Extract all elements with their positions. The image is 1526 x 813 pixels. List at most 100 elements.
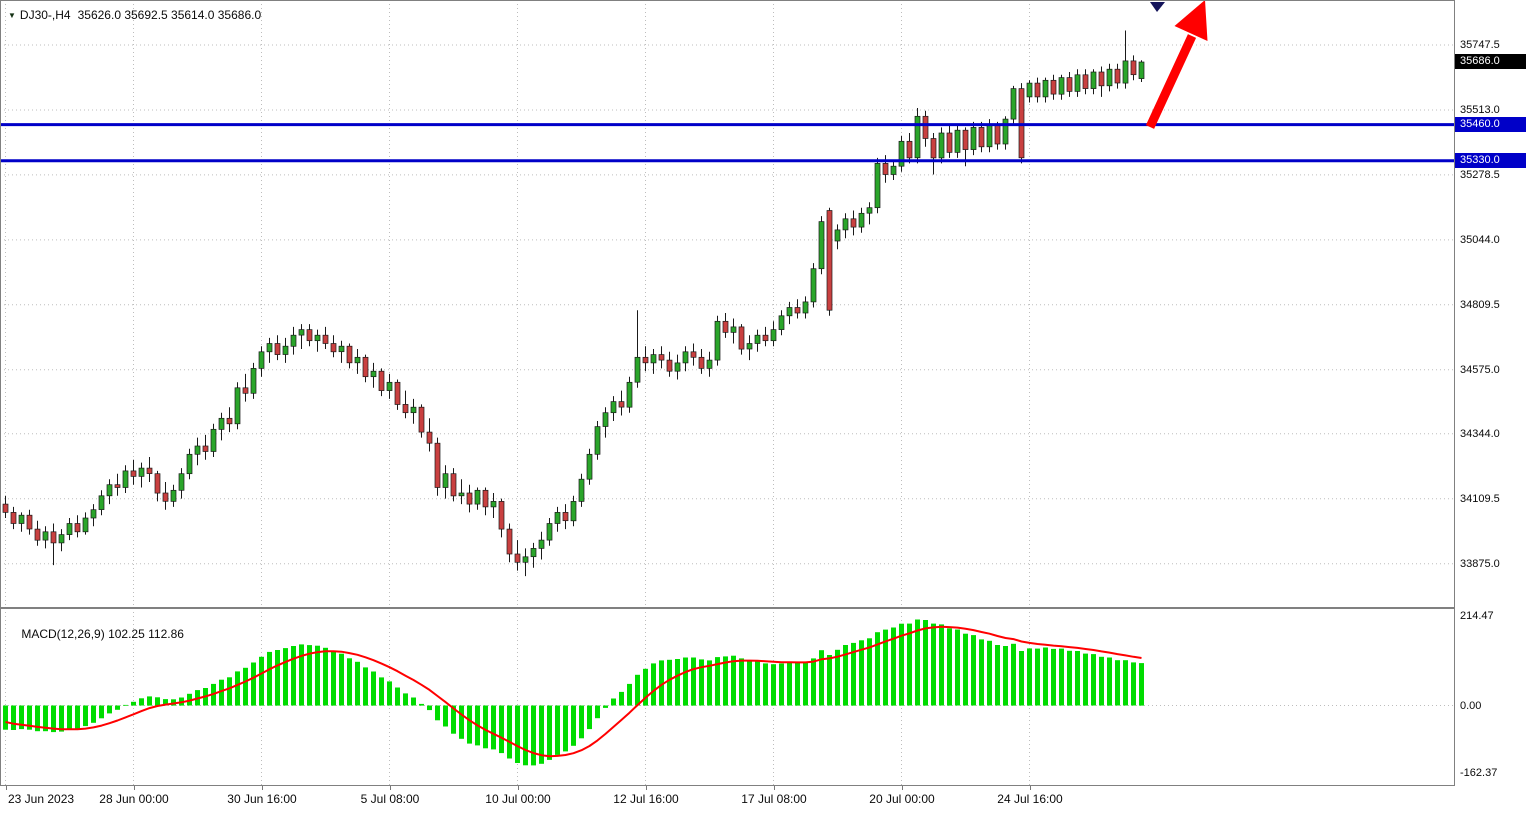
- candle: [266, 337, 273, 363]
- candle: [594, 421, 601, 460]
- macd-histogram-bar: [803, 662, 808, 706]
- collapse-triangle-icon[interactable]: ▼: [8, 10, 16, 20]
- candle: [602, 407, 609, 438]
- price-axis[interactable]: 35747.5 35513.0 35278.5 35044.0 34809.5 34575…: [1455, 0, 1526, 608]
- macd-histogram-bar: [963, 633, 968, 706]
- candle: [426, 418, 433, 452]
- trend-arrow-annotation[interactable]: [1145, 0, 1208, 129]
- candle: [34, 520, 41, 546]
- macd-histogram-bar: [443, 705, 448, 727]
- candle: [202, 434, 209, 460]
- macd-histogram-bar: [555, 705, 560, 755]
- candle: [410, 398, 417, 424]
- macd-histogram-bar: [155, 697, 160, 706]
- macd-histogram-bar: [43, 705, 48, 732]
- macd-histogram-bar: [563, 705, 568, 752]
- candle: [698, 349, 705, 374]
- macd-histogram-bar: [691, 657, 696, 706]
- macd-histogram-bar: [827, 655, 832, 706]
- macd-histogram-bar: [1035, 648, 1040, 706]
- candle: [778, 310, 785, 336]
- macd-histogram-bar: [3, 705, 8, 730]
- candle: [826, 207, 833, 316]
- candle: [770, 321, 777, 347]
- candle: [1106, 63, 1113, 92]
- candle: [1090, 69, 1097, 95]
- candle: [618, 390, 625, 416]
- macd-tick-label: 0.00: [1460, 700, 1482, 712]
- macd-frame: [0, 608, 1455, 786]
- time-axis[interactable]: 23 Jun 2023 28 Jun 00:00 30 Jun 16:00 5 Jul…: [0, 786, 1526, 813]
- macd-histogram-bar: [1139, 663, 1144, 706]
- time-tick-mark: [134, 786, 135, 790]
- candle: [122, 465, 129, 493]
- price-tick-label: 34109.5: [1460, 493, 1500, 505]
- time-tick-mark: [1030, 786, 1031, 790]
- object-anchor-icon[interactable]: [1150, 2, 1165, 12]
- candle: [314, 329, 321, 352]
- macd-histogram-bar: [859, 640, 864, 706]
- ohlc-values: 35626.0 35692.5 35614.0 35686.0: [77, 8, 262, 22]
- macd-histogram-bar: [755, 661, 760, 706]
- macd-histogram-bar: [683, 657, 688, 706]
- macd-histogram-bar: [91, 705, 96, 723]
- macd-histogram-bar: [467, 705, 472, 744]
- macd-histogram-bar: [595, 705, 600, 719]
- macd-histogram-bar: [643, 668, 648, 706]
- candle: [818, 216, 825, 275]
- candle: [642, 346, 649, 372]
- macd-histogram-bar: [1107, 657, 1112, 706]
- macd-canvas[interactable]: [0, 608, 1455, 786]
- candle: [498, 498, 505, 538]
- candle: [474, 487, 481, 510]
- macd-histogram-bar: [883, 629, 888, 706]
- macd-histogram-bar: [955, 629, 960, 706]
- candle: [1130, 55, 1137, 81]
- macd-main-value: 102.25: [108, 627, 145, 641]
- candle: [346, 343, 353, 369]
- macd-histogram-bar: [299, 644, 304, 706]
- macd-panel[interactable]: MACD(12,26,9) 102.25 112.86: [0, 608, 1455, 786]
- price-tick-label: 35278.5: [1460, 169, 1500, 181]
- macd-histogram-bar: [531, 705, 536, 766]
- macd-histogram-bar: [499, 705, 504, 754]
- macd-histogram-bar: [851, 642, 856, 706]
- macd-histogram-bar: [627, 683, 632, 706]
- price-chart-panel[interactable]: ▼ DJ30-,H4 35626.0 35692.5 35614.0 35686.0: [0, 0, 1455, 608]
- macd-histogram-bar: [899, 623, 904, 706]
- candle: [274, 335, 281, 361]
- candle: [610, 396, 617, 421]
- candle: [378, 368, 385, 397]
- macd-histogram-bar: [1083, 653, 1088, 706]
- macd-histogram-bar: [131, 701, 136, 706]
- macd-histogram-bar: [427, 705, 432, 711]
- macd-histogram-bar: [1131, 662, 1136, 706]
- candle: [586, 448, 593, 485]
- time-tick-label: 30 Jun 16:00: [227, 792, 297, 806]
- candle: [290, 326, 297, 355]
- candle: [58, 529, 65, 552]
- macd-histogram-bar: [723, 656, 728, 706]
- macd-histogram-bar: [587, 705, 592, 730]
- macd-name: MACD(12,26,9): [21, 627, 105, 641]
- time-tick-mark: [6, 786, 7, 790]
- macd-histogram-bar: [771, 664, 776, 706]
- candle: [786, 301, 793, 325]
- macd-histogram-bar: [547, 705, 552, 760]
- macd-histogram-bar: [219, 679, 224, 706]
- macd-histogram-bar: [235, 671, 240, 706]
- candle: [946, 124, 953, 158]
- macd-histogram-bar: [675, 659, 680, 706]
- candlestick-canvas[interactable]: [0, 0, 1455, 608]
- candle: [82, 512, 89, 535]
- support-price-label: 35330.0: [1455, 153, 1526, 168]
- resistance-price-label: 35460.0: [1455, 117, 1526, 132]
- time-tick-mark: [774, 786, 775, 790]
- macd-histogram-bar: [139, 698, 144, 706]
- candle: [138, 462, 145, 488]
- time-tick-label: 28 Jun 00:00: [99, 792, 169, 806]
- candle: [458, 479, 465, 505]
- macd-histogram-bar: [747, 660, 752, 706]
- candle: [258, 346, 265, 377]
- candle: [418, 404, 425, 438]
